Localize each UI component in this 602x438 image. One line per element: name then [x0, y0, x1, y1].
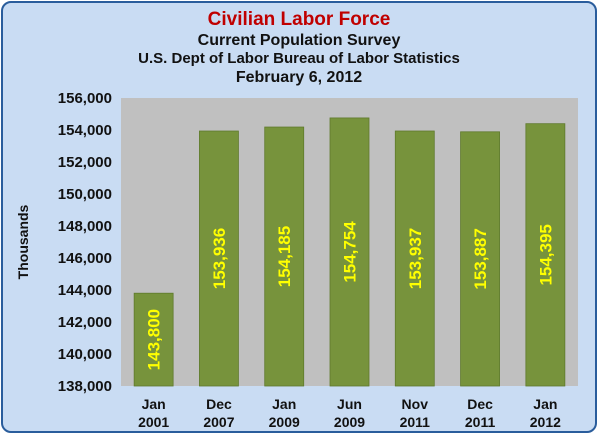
bar [525, 123, 566, 387]
y-tick-label: 144,000 [58, 282, 112, 299]
bar [199, 130, 239, 387]
y-tick-label: 154,000 [58, 122, 112, 139]
x-tick-label-year: 2011 [400, 414, 431, 430]
x-tick-label-month: Jun [337, 396, 362, 412]
x-tick-label-month: Jan [142, 396, 166, 412]
y-tick-label: 146,000 [58, 250, 112, 267]
bar [460, 131, 500, 387]
x-tick-label-month: Dec [467, 396, 493, 412]
x-tick-label-year: 2001 [138, 414, 169, 430]
y-tick-label: 140,000 [58, 346, 112, 363]
bar-value-label: 153,936 [210, 228, 229, 289]
chart-titles: Civilian Labor Force Current Population … [3, 9, 595, 88]
bar-value-label: 153,937 [406, 228, 425, 289]
y-tick-label: 138,000 [58, 378, 112, 395]
y-tick-label: 150,000 [58, 186, 112, 203]
y-tick-label: 152,000 [58, 154, 112, 171]
x-tick-label-month: Jan [272, 396, 296, 412]
x-tick-label-year: 2011 [465, 414, 496, 430]
bar-value-label: 143,800 [145, 309, 164, 370]
bar [394, 130, 435, 387]
x-tick-label-year: 2009 [334, 414, 365, 430]
x-tick-label-month: Jan [533, 396, 557, 412]
bar-value-label: 154,185 [275, 226, 294, 287]
x-tick-label-year: 2009 [269, 414, 300, 430]
y-tick-label: 142,000 [58, 314, 112, 331]
chart-subtitle-survey: Current Population Survey [197, 32, 401, 49]
x-tick-label-year: 2007 [203, 414, 234, 430]
y-tick-label: 148,000 [58, 218, 112, 235]
bar-value-label: 154,754 [341, 221, 360, 283]
x-tick-label-year: 2012 [530, 414, 561, 430]
chart-subtitle-agency: U.S. Dept of Labor Bureau of Labor Stati… [138, 50, 460, 67]
bar-value-label: 153,887 [471, 228, 490, 289]
y-tick-label: 156,000 [58, 90, 112, 107]
bar-value-label: 154,395 [536, 224, 555, 285]
x-tick-label-month: Nov [402, 396, 429, 412]
bar [329, 117, 370, 387]
chart-title: Civilian Labor Force [207, 9, 391, 30]
bar [264, 126, 305, 387]
x-tick-label-month: Dec [206, 396, 232, 412]
bar [133, 292, 174, 387]
y-axis-title: Thousands [15, 204, 31, 279]
chart-subtitle-date: February 6, 2012 [235, 69, 363, 86]
